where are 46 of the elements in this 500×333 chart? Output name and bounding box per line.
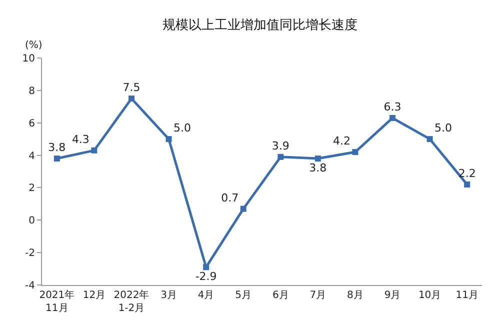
x-tick-label: 2021年 11月 (39, 289, 75, 314)
x-tick-label: 8月 (347, 290, 364, 301)
data-label: 7.5 (122, 81, 140, 94)
point (54, 156, 60, 162)
point (390, 114, 396, 121)
x-tick-label: 12月 (82, 290, 106, 301)
point (91, 147, 98, 154)
point (203, 264, 210, 270)
data-label: 2.2 (458, 166, 476, 180)
point (166, 136, 172, 142)
x-tick-label: 2022年 1-2月 (114, 289, 150, 314)
chart-title: 规模以上工业增加值同比增长速度 (162, 17, 358, 34)
x-tick-label: 9月 (384, 290, 401, 301)
x-tick-label: 5月 (235, 290, 252, 301)
x-tick-label: 7月 (310, 290, 326, 301)
y-axis-title: (%) (25, 40, 42, 51)
point (314, 156, 321, 162)
y-tick-label: -2 (25, 248, 35, 260)
y-tick-label: 6 (28, 118, 35, 130)
data-label: 4.2 (332, 134, 350, 148)
x-tick-label: 6月 (272, 290, 289, 301)
data-label: 0.7 (221, 191, 239, 204)
point (128, 96, 134, 102)
y-tick-label: 4 (28, 150, 35, 162)
y-tick-label: 10 (22, 54, 35, 64)
y-tick-label: -4 (25, 280, 35, 292)
x-tick-label: 4月 (198, 290, 214, 301)
point (240, 206, 246, 212)
x-tick-label: 10月 (418, 290, 442, 301)
data-label: 3.9 (272, 139, 290, 152)
y-tick-label: 0 (28, 216, 35, 227)
point (464, 181, 470, 188)
data-label: 6.3 (384, 100, 402, 114)
point (278, 154, 284, 160)
x-tick-label: 3月 (160, 290, 177, 301)
y-tick-label: 2 (28, 183, 35, 194)
data-label: 3.8 (48, 141, 66, 154)
data-label: 5.0 (174, 122, 192, 135)
data-label: 5.0 (434, 122, 452, 135)
point (352, 149, 358, 156)
data-label: -2.9 (195, 270, 217, 284)
point (426, 136, 433, 142)
y-tick-label: 8 (28, 86, 35, 97)
x-tick-label: 11月 (456, 290, 478, 301)
data-label: 3.8 (309, 162, 327, 175)
data-label: 4.3 (72, 132, 90, 146)
